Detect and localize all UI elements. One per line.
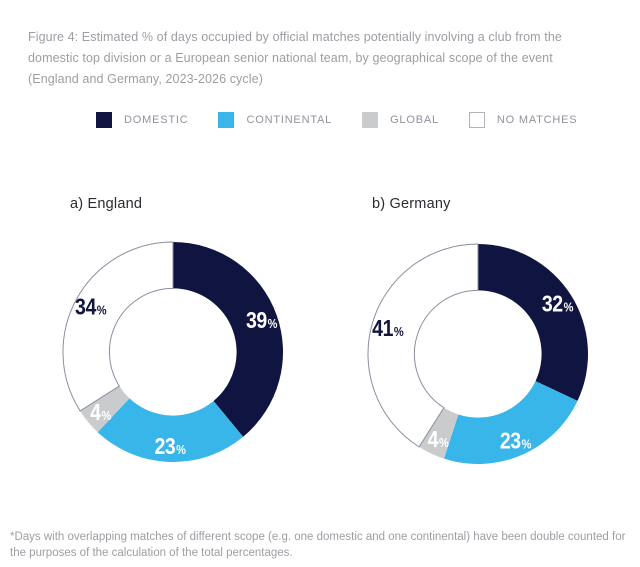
no-matches-swatch-icon (468, 112, 485, 128)
slice-value-label: 32% (542, 291, 574, 317)
slice-value-label: 4% (90, 399, 111, 425)
legend-item-continental: CONTINENTAL (218, 112, 332, 128)
slice-value-label: 4% (428, 427, 449, 453)
figure-caption: Figure 4: Estimated % of days occupied b… (28, 27, 614, 90)
legend-item-global: GLOBAL (362, 112, 439, 128)
chart-title-england: a) England (70, 196, 143, 212)
donut-chart-england: 39% 23% 4% 34% (62, 241, 284, 463)
slice-value-label: 41% (372, 315, 404, 341)
legend-label-no-matches: NO MATCHES (496, 114, 578, 126)
legend: DOMESTIC CONTINENTAL GLOBAL NO MATCHES (96, 112, 577, 128)
slice-value-label: 39% (246, 308, 278, 334)
legend-label-domestic: DOMESTIC (124, 114, 189, 126)
continental-swatch-icon (218, 112, 235, 128)
domestic-swatch-icon (96, 112, 112, 128)
donut-slice-no-matches (62, 241, 174, 412)
donut-slice-global (419, 407, 459, 459)
figure-caption-cycle: (England and Germany, 2023-2026 cycle) (28, 72, 263, 86)
donut-slice-domestic (173, 242, 284, 437)
donut-slice-global (80, 386, 130, 433)
legend-item-no-matches: NO MATCHES (468, 112, 578, 128)
legend-label-global: GLOBAL (390, 114, 439, 126)
donut-slice-no-matches (367, 243, 479, 448)
slice-value-label: 23% (500, 428, 532, 454)
donut-slice-continental (97, 398, 244, 463)
slice-value-label: 23% (154, 434, 186, 460)
legend-item-domestic: DOMESTIC (96, 112, 188, 128)
slice-value-label: 34% (75, 294, 107, 320)
donut-chart-germany: 32% 23% 4% 41% (367, 243, 589, 465)
global-swatch-icon (362, 112, 379, 128)
chart-title-germany: b) Germany (372, 196, 451, 212)
figure-caption-text: Figure 4: Estimated % of days occupied b… (28, 30, 562, 65)
donut-slice-domestic (478, 244, 589, 401)
donut-slice-continental (444, 381, 578, 465)
footnote: *Days with overlapping matches of differ… (10, 531, 626, 559)
legend-label-continental: CONTINENTAL (246, 114, 333, 126)
